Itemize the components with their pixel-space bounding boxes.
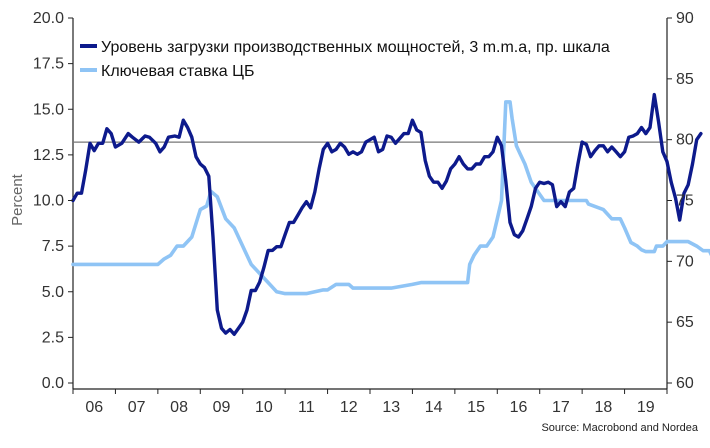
x-tick-label: 17 bbox=[552, 399, 570, 416]
right-tick-label: 60 bbox=[676, 375, 694, 392]
right-axis-ticks: 60 65 70 75 80 85 90 bbox=[667, 10, 694, 392]
right-tick-label: 90 bbox=[676, 10, 694, 27]
legend-label-key-rate: Ключевая ставка ЦБ bbox=[101, 63, 254, 80]
right-tick-label: 80 bbox=[676, 132, 694, 149]
left-tick-label: 2.5 bbox=[42, 329, 64, 346]
y-axis-title: Percent bbox=[9, 173, 26, 226]
series-line-capacity-utilization bbox=[71, 92, 703, 336]
x-axis-ticks: 06 07 08 09 10 11 12 13 14 15 16 17 18 19 bbox=[72, 389, 668, 416]
x-tick-label: 19 bbox=[637, 399, 655, 416]
right-tick-label: 85 bbox=[676, 71, 694, 88]
x-tick-label: 15 bbox=[467, 399, 485, 416]
left-tick-label: 7.5 bbox=[42, 238, 64, 255]
x-tick-label: 10 bbox=[255, 399, 273, 416]
series-line-key-rate bbox=[71, 100, 710, 296]
left-tick-label: 0.0 bbox=[42, 375, 64, 392]
legend: Уровень загрузки производственных мощнос… bbox=[80, 39, 610, 80]
right-tick-label: 65 bbox=[676, 314, 694, 331]
left-tick-label: 5.0 bbox=[42, 284, 64, 301]
x-tick-label: 16 bbox=[510, 399, 528, 416]
right-tick-label: 70 bbox=[676, 253, 694, 270]
right-tick-label: 75 bbox=[676, 193, 694, 210]
x-tick-label: 18 bbox=[594, 399, 612, 416]
left-tick-label: 15.0 bbox=[33, 101, 64, 118]
left-tick-label: 10.0 bbox=[33, 193, 64, 210]
x-tick-label: 09 bbox=[213, 399, 231, 416]
x-tick-label: 07 bbox=[128, 399, 146, 416]
x-tick-label: 13 bbox=[382, 399, 400, 416]
x-tick-label: 12 bbox=[340, 399, 358, 416]
x-tick-label: 14 bbox=[425, 399, 443, 416]
left-tick-label: 17.5 bbox=[33, 56, 64, 73]
series-group bbox=[71, 92, 710, 336]
left-tick-label: 20.0 bbox=[33, 10, 64, 27]
legend-label-capacity: Уровень загрузки производственных мощнос… bbox=[101, 39, 610, 56]
x-tick-label: 06 bbox=[85, 399, 103, 416]
source-note: Source: Macrobond and Nordea bbox=[541, 422, 698, 434]
x-tick-label: 11 bbox=[298, 399, 315, 416]
x-tick-label: 08 bbox=[170, 399, 188, 416]
left-axis-ticks: 0.0 2.5 5.0 7.5 10.0 12.5 15.0 17.5 20.0 bbox=[33, 10, 73, 392]
left-tick-label: 12.5 bbox=[33, 147, 64, 164]
